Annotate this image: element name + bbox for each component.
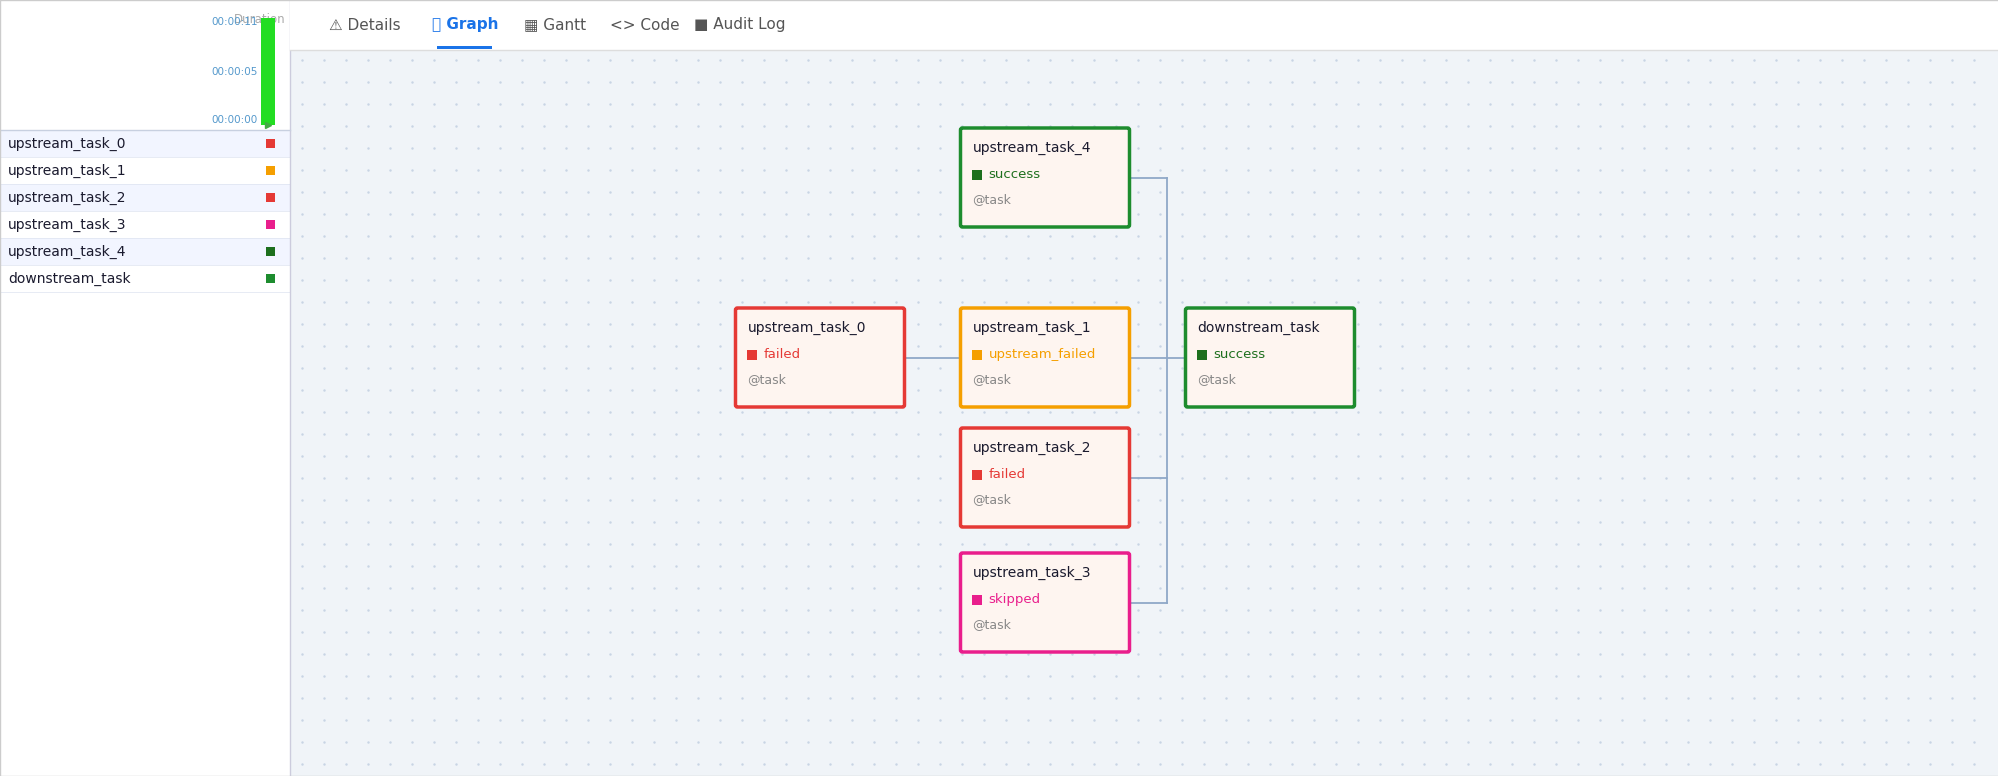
- Text: ▦ Gantt: ▦ Gantt: [523, 18, 585, 33]
- Bar: [266, 166, 276, 175]
- FancyBboxPatch shape: [959, 308, 1129, 407]
- Bar: [290, 0, 1998, 50]
- Bar: [971, 170, 981, 180]
- Text: downstream_task: downstream_task: [8, 272, 130, 286]
- Text: upstream_task_1: upstream_task_1: [971, 321, 1091, 335]
- Text: upstream_task_0: upstream_task_0: [747, 321, 865, 335]
- Bar: [266, 274, 276, 283]
- Bar: [971, 595, 981, 605]
- Text: downstream_task: downstream_task: [1197, 321, 1319, 335]
- Bar: [971, 350, 981, 360]
- Bar: [0, 130, 290, 157]
- Text: upstream_task_2: upstream_task_2: [8, 190, 126, 205]
- Bar: [290, 0, 1998, 776]
- Text: upstream_task_0: upstream_task_0: [8, 137, 126, 151]
- Bar: [0, 265, 290, 292]
- Bar: [0, 184, 290, 211]
- Text: upstream_task_4: upstream_task_4: [971, 141, 1091, 155]
- Bar: [971, 470, 981, 480]
- Text: @task: @task: [1197, 373, 1235, 386]
- Text: upstream_task_1: upstream_task_1: [8, 164, 126, 178]
- Text: upstream_task_2: upstream_task_2: [971, 441, 1091, 455]
- Text: 00:00:00: 00:00:00: [212, 115, 258, 125]
- Text: @task: @task: [747, 373, 785, 386]
- Text: skipped: skipped: [987, 594, 1041, 607]
- Text: upstream_task_4: upstream_task_4: [8, 244, 126, 258]
- Text: 00:00:11: 00:00:11: [212, 17, 258, 27]
- Bar: [747, 350, 757, 360]
- FancyBboxPatch shape: [1185, 308, 1355, 407]
- Bar: [1197, 350, 1207, 360]
- Bar: [266, 139, 276, 148]
- Text: 00:00:05: 00:00:05: [212, 67, 258, 77]
- Text: @task: @task: [971, 193, 1011, 206]
- Text: failed: failed: [763, 348, 801, 362]
- Bar: [266, 220, 276, 229]
- Text: success: success: [1213, 348, 1265, 362]
- Text: upstream_task_3: upstream_task_3: [971, 566, 1091, 580]
- Bar: [262, 18, 276, 125]
- Text: ⭕ Graph: ⭕ Graph: [432, 18, 498, 33]
- Bar: [0, 238, 290, 265]
- FancyBboxPatch shape: [959, 553, 1129, 652]
- Text: failed: failed: [987, 469, 1025, 481]
- Text: ■ Audit Log: ■ Audit Log: [693, 18, 785, 33]
- Text: upstream_failed: upstream_failed: [987, 348, 1095, 362]
- Text: @task: @task: [971, 494, 1011, 507]
- Bar: [266, 193, 276, 202]
- FancyBboxPatch shape: [735, 308, 903, 407]
- Text: Duration: Duration: [234, 13, 286, 26]
- Bar: [0, 157, 290, 184]
- Text: upstream_task_3: upstream_task_3: [8, 217, 126, 231]
- Text: success: success: [987, 168, 1041, 182]
- Text: @task: @task: [971, 373, 1011, 386]
- Bar: [438, 46, 492, 49]
- FancyBboxPatch shape: [959, 128, 1129, 227]
- FancyBboxPatch shape: [959, 428, 1129, 527]
- Text: <> Code: <> Code: [609, 18, 679, 33]
- Bar: [0, 0, 290, 776]
- Bar: [266, 247, 276, 256]
- Bar: [0, 211, 290, 238]
- Text: ⚠ Details: ⚠ Details: [330, 18, 402, 33]
- Text: @task: @task: [971, 618, 1011, 632]
